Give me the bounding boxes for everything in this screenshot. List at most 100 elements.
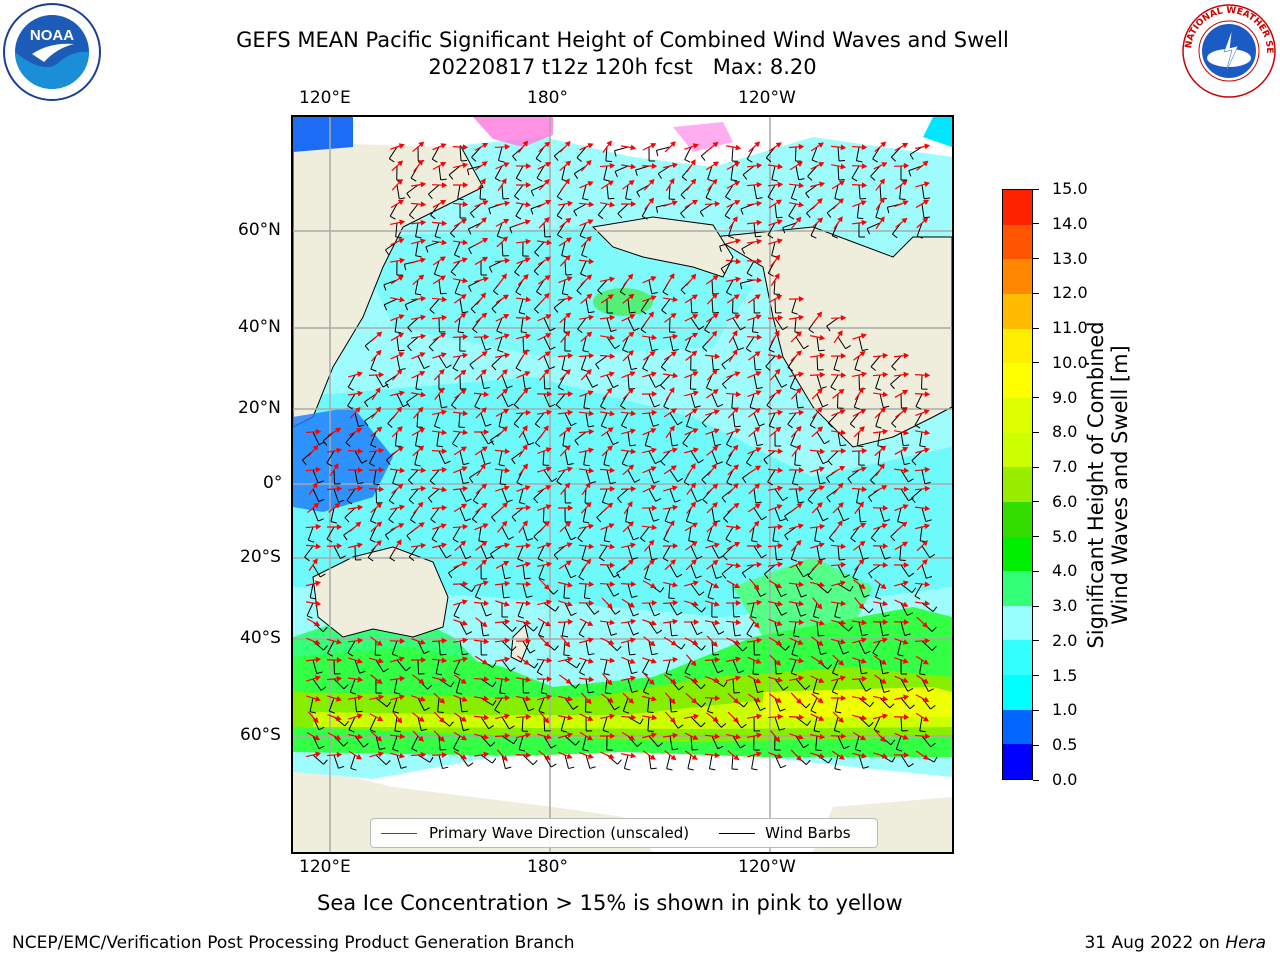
wind-barb [774,602,783,616]
wind-barb [858,697,871,708]
wave-arrow-head [628,464,635,471]
wind-barb-flag [357,482,364,485]
wind-barb [831,678,839,692]
wind-barb-flag [406,193,411,199]
wind-barb-flag [450,681,455,688]
wind-barb-flag [870,366,876,371]
wave-arrow-head [879,463,885,470]
wave-arrow-head [525,561,532,568]
wind-barb [627,526,634,541]
wind-barb [389,203,398,217]
wave-arrow-head [504,257,511,264]
wind-barb-flag [797,406,804,409]
wind-barb-flag [409,214,415,220]
wind-barb-flag [530,208,534,215]
wind-barb-flag [414,464,421,467]
wind-barb-flag [488,725,494,730]
wind-barb [458,412,461,427]
wave-arrow-head [438,736,445,742]
wave-arrow-head [796,350,803,357]
wave-arrow-head [609,276,616,283]
wind-barb-flag [329,710,336,714]
wave-arrow-head [691,408,698,414]
wave-arrow-head [922,659,929,665]
wind-barb-flag [512,155,517,162]
wave-arrow-head [315,466,322,473]
wave-arrow-head [461,599,468,605]
wind-barb-flag [582,350,589,353]
wind-barb [394,716,398,731]
wind-barb-flag [806,720,812,726]
wind-barb [816,355,819,371]
colorbar-tick-label: 5.0 [1052,526,1078,546]
wind-barb-flag [514,195,520,201]
wave-arrow-head [420,751,427,758]
wave-arrow-head [525,713,532,720]
wind-barb [346,488,356,501]
wind-barb [496,222,503,237]
wave-arrow-head [312,717,319,724]
wave-arrow-head [881,753,888,759]
wind-barb [858,754,864,769]
wind-barb-flag [834,768,841,771]
wind-barb-flag [364,345,370,351]
wave-arrow-head [502,294,510,300]
wave-arrow-head [712,445,719,452]
wave-arrow-head [711,368,718,375]
wind-barb [471,146,482,158]
wind-barb-flag [653,480,660,484]
wind-barb-flag [466,169,470,176]
wind-barb-flag [575,740,580,746]
wave-arrow-head [525,296,532,303]
wind-barb [816,374,822,389]
wind-barb-flag [779,708,786,712]
wind-barb-flag [385,759,391,766]
wind-barb-flag [828,757,833,764]
wind-barb [857,431,860,446]
wave-arrow-head [777,561,784,568]
wind-barb-flag [834,616,841,619]
wave-arrow-head [567,200,574,207]
wind-barb [648,374,656,388]
wind-barb-flag [549,327,556,332]
wind-barb [454,279,461,294]
wind-barb [622,697,629,712]
wind-barb [751,754,755,769]
wind-barb-flag [526,595,533,599]
wave-arrow-head [522,274,529,280]
wave-arrow-head [524,219,531,225]
colorbar-tick-mark [1033,744,1039,746]
wind-barb-flag [614,171,618,178]
wind-barb-flag [471,518,478,524]
wave-arrow-head [798,600,805,607]
wind-barb-flag [340,555,346,559]
wind-barb-flag [746,462,752,467]
wave-arrow-head [775,199,783,205]
wave-arrow-head [460,294,467,300]
wind-barb-flag [319,573,326,578]
wind-barb [731,146,734,161]
wind-barb [431,146,440,160]
wind-barb-flag [470,212,475,219]
wave-arrow-head [441,220,448,227]
wind-barb-flag [813,616,820,619]
wind-barb-flag [431,538,438,543]
wind-barb [501,583,505,598]
wind-barb-flag [554,606,560,612]
wind-barb-flag [589,766,596,769]
wind-barb-flag [388,518,394,524]
wave-arrow-head [712,559,719,566]
wind-barb-flag [484,462,491,465]
wind-barb-flag [642,671,649,676]
wind-barb [560,716,566,731]
wind-barb-flag [892,233,898,239]
wave-arrow-head [586,331,593,338]
wind-barb-flag [676,611,683,616]
wave-arrow-head [713,428,720,434]
wave-arrow-head [882,637,888,644]
wave-arrow-head [357,542,364,549]
wind-barb-flag [696,631,703,636]
wind-barb-flag [932,606,938,612]
wave-arrow-head [420,333,427,340]
wind-barb [438,545,447,559]
